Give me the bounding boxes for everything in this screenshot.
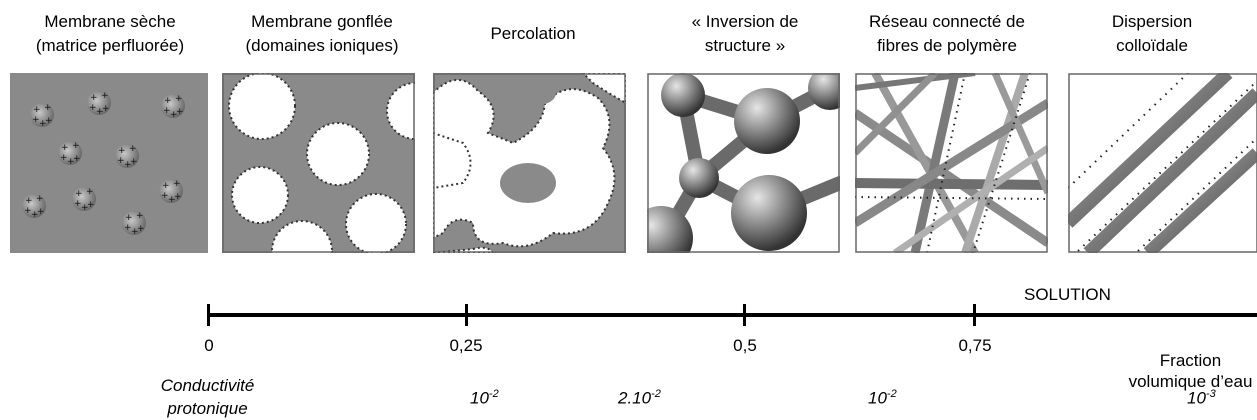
conductivity-label: Conductivité protonique <box>160 376 255 418</box>
axis-tick-025 <box>465 304 468 326</box>
axis-tick-0 <box>207 304 210 326</box>
axis-tick-05 <box>743 304 746 326</box>
solution-label: SOLUTION <box>1024 285 1111 304</box>
conductivity-value-1: 10-2 <box>470 388 499 408</box>
tick-label-075: 0,75 <box>958 336 992 355</box>
water-fraction-axis <box>207 313 1257 317</box>
conductivity-value-3: 10-2 <box>868 388 897 408</box>
title-swollen-membrane: Membrane gonflée (domaines ioniques) <box>245 12 399 55</box>
panel-swollen-membrane <box>222 73 415 253</box>
title-structure-inversion: « Inversion de structure » <box>691 12 799 55</box>
title-fiber-network: Réseau connecté de fibres de polymère <box>869 12 1025 55</box>
panel-percolation <box>433 73 626 253</box>
panel-structure-inversion <box>647 73 840 253</box>
tick-label-025: 0,25 <box>449 336 483 355</box>
panel-colloidal-dispersion <box>1068 73 1257 253</box>
axis-title: Fraction volumique d’eau <box>1128 351 1253 391</box>
tick-label-05: 0,5 <box>733 336 757 355</box>
axis-tick-075 <box>973 304 976 326</box>
conductivity-value-2: 2.10-2 <box>618 388 661 408</box>
title-dry-membrane: Membrane sèche (matrice perfluorée) <box>35 12 185 55</box>
conductivity-value-4: 10-3 <box>1187 388 1216 408</box>
title-percolation: Percolation <box>490 24 576 43</box>
panel-fiber-network <box>855 73 1048 253</box>
title-colloidal-dispersion: Dispersion colloïdale <box>1111 12 1193 55</box>
tick-label-0: 0 <box>204 336 214 355</box>
panel-dry-membrane: + + + + + <box>10 73 208 253</box>
